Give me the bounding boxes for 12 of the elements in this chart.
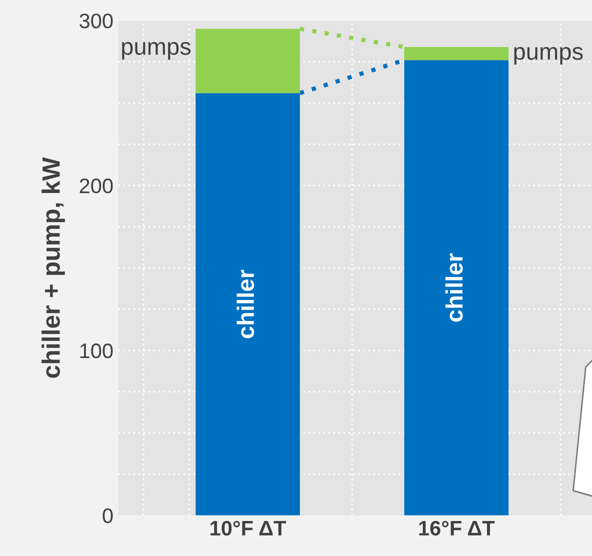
y-tick-label: 0 (102, 508, 113, 524)
y-tick-label: 100 (80, 343, 113, 358)
series-label: chiller (445, 253, 463, 322)
y-axis-title: chiller + pump, kW (42, 157, 65, 378)
y-tick-label: 200 (80, 178, 113, 194)
series-label: pumps (122, 42, 191, 60)
text: pumps (514, 46, 583, 65)
text: chiller (236, 270, 254, 338)
y-tick-label: 300 (80, 14, 113, 28)
x-tick-label: 10°F ΔT (210, 520, 286, 536)
x-tick-label: 16°F ΔT (419, 520, 495, 536)
bar (404, 60, 509, 516)
